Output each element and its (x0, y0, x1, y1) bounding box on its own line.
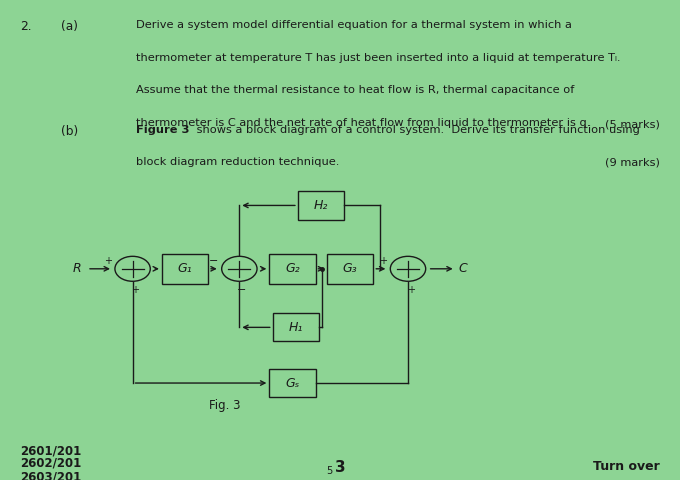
Text: +: + (407, 285, 415, 295)
Text: (5 marks): (5 marks) (605, 119, 660, 129)
Text: Fig. 3: Fig. 3 (209, 399, 240, 412)
Text: G₂: G₂ (285, 262, 300, 276)
Text: +: + (104, 256, 112, 266)
Text: H₁: H₁ (288, 321, 303, 334)
Text: G₃: G₃ (343, 262, 358, 276)
Text: R: R (73, 262, 82, 276)
Text: (a): (a) (61, 20, 78, 33)
Text: block diagram reduction technique.: block diagram reduction technique. (136, 157, 339, 168)
Text: thermometer at temperature T has just been inserted into a liquid at temperature: thermometer at temperature T has just be… (136, 53, 620, 63)
Text: C: C (458, 262, 467, 276)
Text: −: − (237, 285, 247, 295)
Text: G₁: G₁ (177, 262, 192, 276)
Text: (b): (b) (61, 125, 78, 138)
Text: Figure 3: Figure 3 (136, 125, 190, 135)
Text: (9 marks): (9 marks) (605, 157, 660, 168)
Text: +: + (379, 256, 388, 266)
Text: Gₛ: Gₛ (286, 376, 299, 390)
Text: 2603/201: 2603/201 (20, 470, 82, 480)
Text: shows a block diagram of a control system.  Derive its transfer function using: shows a block diagram of a control syste… (193, 125, 640, 135)
Text: 2.: 2. (20, 20, 32, 33)
Text: thermometer is C and the net rate of heat flow from liquid to thermometer is q.: thermometer is C and the net rate of hea… (136, 118, 590, 128)
Text: Assume that the thermal resistance to heat flow is R, thermal capacitance of: Assume that the thermal resistance to he… (136, 85, 575, 96)
Text: 3: 3 (335, 460, 345, 475)
Text: −: − (209, 256, 218, 266)
Text: Derive a system model differential equation for a thermal system in which a: Derive a system model differential equat… (136, 20, 572, 30)
Text: H₂: H₂ (313, 199, 328, 212)
Text: 2602/201: 2602/201 (20, 457, 82, 470)
Text: 5: 5 (326, 466, 333, 476)
Text: +: + (131, 285, 139, 295)
Text: Turn over: Turn over (593, 460, 660, 473)
Text: 2601/201: 2601/201 (20, 444, 82, 457)
